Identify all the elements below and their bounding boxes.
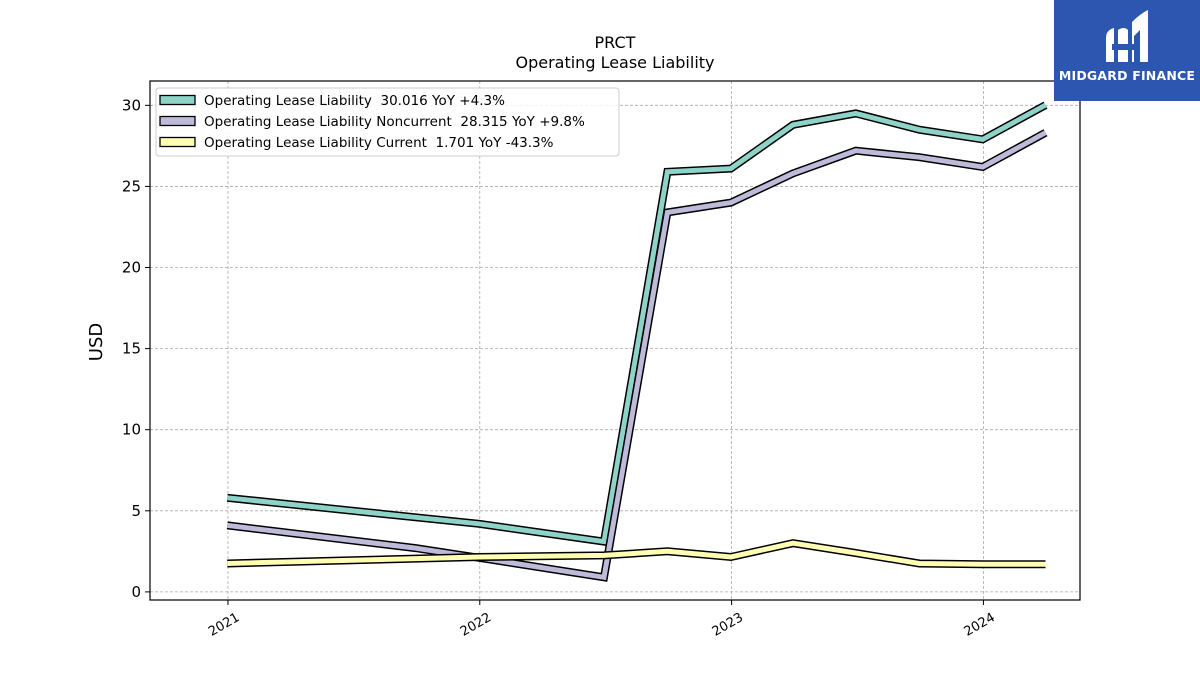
logo-text: MIDGARD FINANCE bbox=[1058, 68, 1196, 83]
y-tick-label: 20 bbox=[122, 259, 141, 277]
chart-subtitle: Operating Lease Liability bbox=[515, 53, 714, 72]
y-tick-label: 0 bbox=[131, 583, 141, 601]
legend-label: Operating Lease Liability Current 1.701 … bbox=[204, 135, 554, 151]
y-tick-label: 25 bbox=[122, 177, 141, 195]
series-outline-1 bbox=[226, 101, 1048, 547]
brand-logo: MIDGARD FINANCE bbox=[1054, 0, 1200, 101]
legend-box bbox=[155, 87, 620, 157]
x-tick-label: 2021 bbox=[206, 610, 242, 640]
legend-swatch bbox=[159, 115, 196, 127]
series-line-1 bbox=[227, 102, 1047, 545]
x-tick-label: 2022 bbox=[458, 610, 494, 640]
chart-title: PRCT bbox=[595, 33, 636, 52]
x-tick-label: 2024 bbox=[962, 610, 998, 640]
midgard-logo-icon bbox=[1106, 10, 1148, 62]
y-tick-label: 15 bbox=[122, 340, 141, 358]
x-tick-label: 2023 bbox=[710, 610, 746, 640]
series-line-3 bbox=[227, 540, 1046, 567]
legend-label: Operating Lease Liability 30.016 YoY +4.… bbox=[204, 93, 505, 109]
y-axis-label: USD bbox=[86, 323, 107, 361]
plot-frame bbox=[149, 80, 1081, 601]
y-tick-label: 10 bbox=[122, 421, 141, 439]
y-tick-label: 30 bbox=[122, 96, 141, 114]
legend: Operating Lease Liability 30.016 YoY +4.… bbox=[155, 87, 620, 157]
legend-swatch bbox=[159, 136, 196, 148]
series-layer bbox=[226, 101, 1048, 582]
legend-swatch bbox=[159, 94, 196, 106]
y-tick-label: 5 bbox=[131, 502, 141, 520]
legend-label: Operating Lease Liability Noncurrent 28.… bbox=[204, 114, 585, 130]
